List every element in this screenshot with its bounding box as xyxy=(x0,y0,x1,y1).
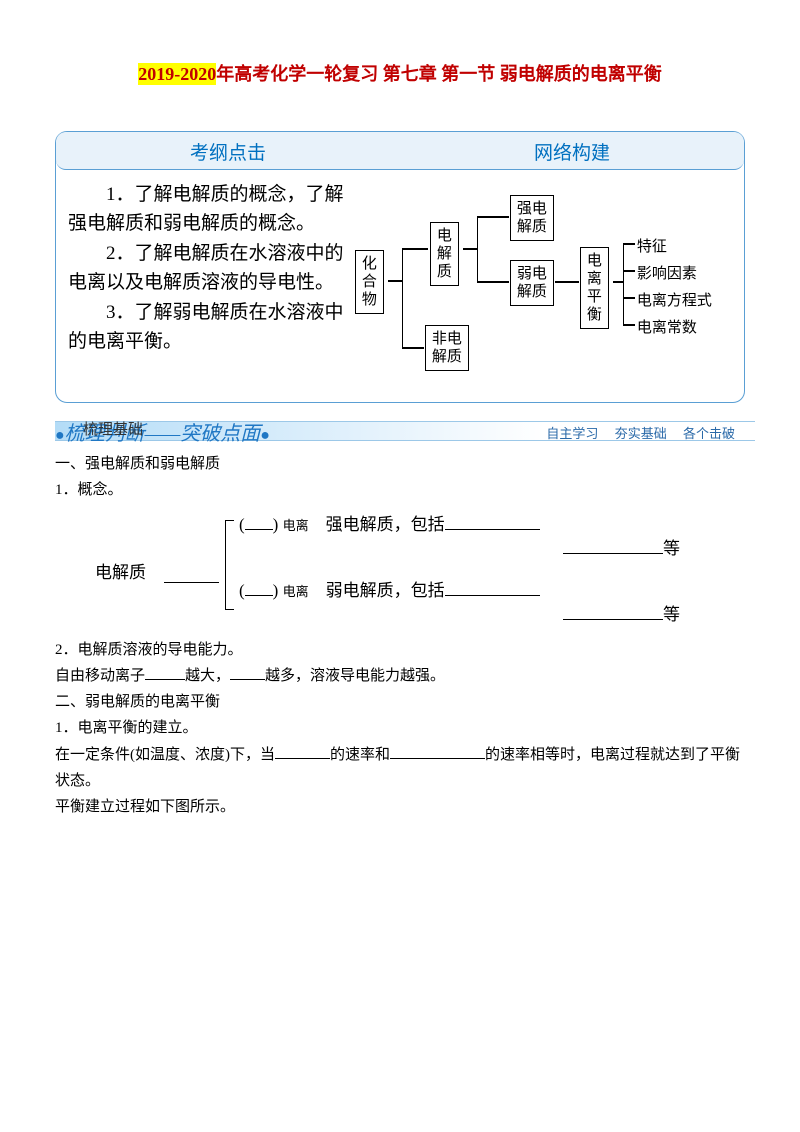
outline-text: 1．了解电解质的概念，了解强电解质和弱电解质的概念。 2．了解电解质在水溶液中的… xyxy=(68,180,347,390)
concept-root: 电解质 xyxy=(95,558,146,588)
node-leaf1: 强电解质 xyxy=(510,195,554,241)
syllabus-box: 考纲点击 网络构建 1．了解电解质的概念，了解强电解质和弱电解质的概念。 2．了… xyxy=(55,131,745,403)
node-branch2: 非电解质 xyxy=(425,325,469,371)
banner-right: 自主学习 夯实基础 各个击破 xyxy=(546,423,735,442)
syllabus-header: 考纲点击 网络构建 xyxy=(56,132,744,170)
concept-bot: () 电离 弱电解质，包括 xyxy=(239,576,540,606)
banner-right-1: 自主学习 xyxy=(546,426,598,441)
section-2-1: 1．电离平衡的建立。 xyxy=(55,715,745,741)
section-1-1: 1．概念。 xyxy=(55,477,745,503)
node-root: 化合物 xyxy=(355,250,384,314)
s2-1-b: 的速率和 xyxy=(330,747,390,763)
concept-top-paren: 电离 xyxy=(283,518,309,533)
node-branch1: 电解质 xyxy=(430,222,459,286)
concept-top: () 电离 强电解质，包括 xyxy=(239,510,540,540)
sub-leaf-3: 电离方程式 xyxy=(637,289,712,310)
s1-2-a: 自由移动离子 xyxy=(55,668,145,684)
title-rest: 年高考化学一轮复习 第七章 第一节 弱电解质的电离平衡 xyxy=(216,64,662,84)
outline-item-2: 2．了解电解质在水溶液中的电离以及电解质溶液的导电性。 xyxy=(68,239,347,298)
body-content: 一、强电解质和弱电解质 1．概念。 电解质 () 电离 强电解质，包括 等 ()… xyxy=(55,451,745,820)
section-1-2-body: 自由移动离子 越大， 越多，溶液导电能力越强。 xyxy=(55,663,745,689)
concept-bot-label: 弱电解质，包括 xyxy=(326,581,445,600)
banner-right-2: 夯实基础 xyxy=(615,426,667,441)
outline-item-1: 1．了解电解质的概念，了解强电解质和弱电解质的概念。 xyxy=(68,180,347,239)
concept-brace xyxy=(225,520,234,610)
section-2-1-tail: 平衡建立过程如下图所示。 xyxy=(55,794,745,820)
section-banner: ●梳理判断——突破点面● 梳理基础 自主学习 夯实基础 各个击破 xyxy=(55,411,745,449)
sub-leaf-4: 电离常数 xyxy=(637,316,697,337)
banner-overlay-text: 梳理基础 xyxy=(83,418,143,439)
concept-top-label: 强电解质，包括 xyxy=(326,515,445,534)
node-sub: 电离平衡 xyxy=(580,247,609,329)
syllabus-body: 1．了解电解质的概念，了解强电解质和弱电解质的概念。 2．了解电解质在水溶液中的… xyxy=(56,170,744,402)
sub-leaf-2: 影响因素 xyxy=(637,262,697,283)
concept-diagram: 化合物 电解质 非电解质 强电解质 弱电解质 电离平衡 特征 影响因素 电离方程… xyxy=(355,180,695,390)
diagram-column: 化合物 电解质 非电解质 强电解质 弱电解质 电离平衡 特征 影响因素 电离方程… xyxy=(347,180,732,390)
concept-block: 电解质 () 电离 强电解质，包括 等 () 电离 弱电解质，包括 等 xyxy=(95,508,745,633)
header-tab-2: 网络构建 xyxy=(400,138,744,165)
title-year-highlight: 2019-2020 xyxy=(138,63,216,85)
banner-right-3: 各个击破 xyxy=(683,426,735,441)
header-tab-1: 考纲点击 xyxy=(56,138,400,165)
s2-1-a: 在一定条件(如温度、浓度)下，当 xyxy=(55,747,275,763)
document-title: 2019-2020年高考化学一轮复习 第七章 第一节 弱电解质的电离平衡 xyxy=(55,60,745,86)
section-1-2: 2．电解质溶液的导电能力。 xyxy=(55,637,745,663)
concept-bot-paren: 电离 xyxy=(283,584,309,599)
node-leaf2: 弱电解质 xyxy=(510,260,554,306)
section-1-title: 一、强电解质和弱电解质 xyxy=(55,451,745,477)
outline-item-3: 3．了解弱电解质在水溶液中的电离平衡。 xyxy=(68,298,347,357)
sub-leaf-1: 特征 xyxy=(637,235,667,256)
section-2-1-body: 在一定条件(如温度、浓度)下，当的速率和的速率相等时，电离过程就达到了平衡状态。 xyxy=(55,742,745,795)
document-page: 2019-2020年高考化学一轮复习 第七章 第一节 弱电解质的电离平衡 考纲点… xyxy=(0,0,800,860)
s1-2-c: 越多，溶液导电能力越强。 xyxy=(265,668,445,684)
s1-2-b: 越大， xyxy=(185,668,230,684)
concept-bot-tail: 等 xyxy=(663,605,680,624)
section-2-title: 二、弱电解质的电离平衡 xyxy=(55,689,745,715)
concept-top-tail: 等 xyxy=(663,539,680,558)
